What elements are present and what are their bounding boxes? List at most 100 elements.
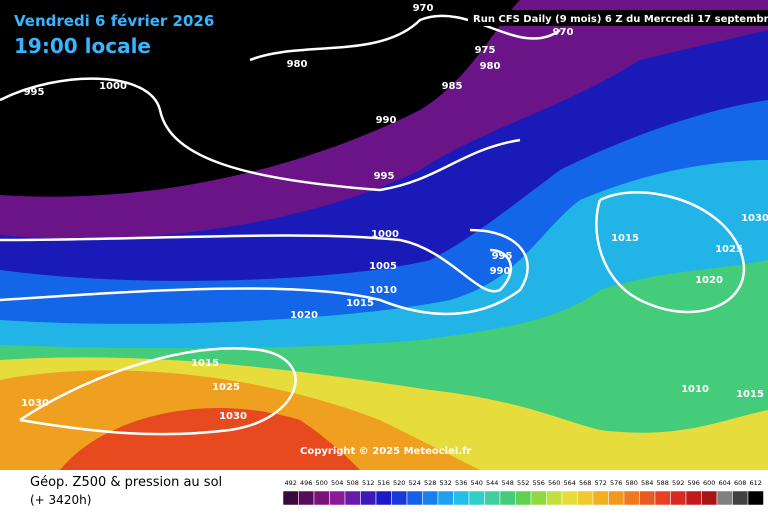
scale-swatch [422, 490, 439, 506]
scale-swatch [701, 490, 718, 506]
scale-swatch [453, 490, 470, 506]
scale-label: 496 [300, 479, 312, 487]
scale-label: 608 [734, 479, 746, 487]
scale-label: 536 [455, 479, 467, 487]
scale-swatch [608, 490, 625, 506]
scale-label: 576 [610, 479, 622, 487]
isobar-label: 1015 [736, 389, 764, 400]
scale-swatch [313, 490, 330, 506]
scale-swatch [592, 490, 609, 506]
scale-label: 592 [672, 479, 684, 487]
scale-swatch [685, 490, 702, 506]
scale-swatch [670, 490, 687, 506]
scale-swatch [639, 490, 656, 506]
scale-swatch [406, 490, 423, 506]
scale-label: 596 [688, 479, 700, 487]
scale-swatch [654, 490, 671, 506]
scale-label: 512 [362, 479, 374, 487]
scale-swatch [499, 490, 516, 506]
isobar [19, 347, 297, 436]
scale-swatch [375, 490, 392, 506]
isobar [0, 77, 521, 192]
time: 19:00 locale [14, 34, 151, 58]
scale-swatch [437, 490, 454, 506]
scale-swatch [360, 490, 377, 506]
scale-label: 556 [533, 479, 545, 487]
run-info: Run CFS Daily (9 mois) 6 Z du Mercredi 1… [473, 14, 768, 25]
isobar-label: 1010 [681, 384, 709, 395]
isobar-label: 975 [475, 45, 496, 56]
isobar-label: 1025 [715, 244, 743, 255]
scale-swatch [329, 490, 346, 506]
scale-swatch [282, 490, 299, 506]
isobar-label: 1025 [212, 382, 240, 393]
isobar-label: 1005 [369, 261, 397, 272]
isobar-label: 1020 [695, 275, 723, 286]
scale-label: 604 [719, 479, 731, 487]
scale-label: 516 [378, 479, 390, 487]
scale-label: 580 [626, 479, 638, 487]
scale-swatch [747, 490, 764, 506]
scale-swatch [546, 490, 563, 506]
scale-label: 548 [502, 479, 514, 487]
scale-swatch [577, 490, 594, 506]
isobar-label: 1010 [369, 285, 397, 296]
date: Vendredi 6 février 2026 [14, 12, 214, 30]
isobar-label: 1015 [346, 298, 374, 309]
run-box [468, 10, 768, 26]
scale-swatch [716, 490, 733, 506]
scale-swatch [561, 490, 578, 506]
scale-label: 508 [347, 479, 359, 487]
isobar [0, 228, 529, 316]
isobar-label: 1000 [371, 229, 399, 240]
isobar [595, 191, 746, 314]
scale-label: 492 [285, 479, 297, 487]
isobar-label: 1030 [21, 398, 49, 409]
copyright: Copyright © 2025 Meteociel.fr [300, 446, 471, 457]
scale-swatch [530, 490, 547, 506]
isobar-label: 985 [442, 81, 463, 92]
field-band [60, 408, 360, 470]
isobar-label: 1020 [290, 310, 318, 321]
scale-label: 552 [517, 479, 529, 487]
scale-swatch [344, 490, 361, 506]
isobar-labels: 970 970 975 980 980 1000 995 985 990 995 1000 1005 1… [21, 3, 768, 422]
footer-lead: (+ 3420h) [30, 493, 91, 507]
scale-label: 532 [440, 479, 452, 487]
scale-label: 544 [486, 479, 498, 487]
isobar-label: 1000 [99, 81, 127, 92]
isobar-label: 995 [374, 171, 395, 182]
scale-label: 600 [703, 479, 715, 487]
scale-label: 528 [424, 479, 436, 487]
scale-label: 572 [595, 479, 607, 487]
isobar-label: 1015 [191, 358, 219, 369]
isobar-label: 1030 [741, 213, 768, 224]
scale-label: 564 [564, 479, 576, 487]
scale-label: 504 [331, 479, 343, 487]
scale-swatch [515, 490, 532, 506]
scale-swatch [484, 490, 501, 506]
isobar-label: 995 [24, 87, 45, 98]
scale-swatch [298, 490, 315, 506]
isobar [249, 14, 561, 62]
scale-swatch [732, 490, 749, 506]
scale-swatch [391, 490, 408, 506]
isobar [0, 234, 512, 293]
scale-label: 560 [548, 479, 560, 487]
scale-label: 540 [471, 479, 483, 487]
isobar-label: 980 [287, 59, 308, 70]
isobar-label: 1015 [611, 233, 639, 244]
isobar-label: 970 [413, 3, 434, 14]
scale-label: 520 [393, 479, 405, 487]
isobar-label: 970 [553, 27, 574, 38]
isobar-label: 990 [490, 266, 511, 277]
scale-label: 568 [579, 479, 591, 487]
isobar-label: 1030 [219, 411, 247, 422]
scale-swatch [623, 490, 640, 506]
isobar-label: 995 [492, 251, 513, 262]
scale-label: 612 [750, 479, 762, 487]
footer-title: Géop. Z500 & pression au sol [30, 475, 222, 490]
scale-label: 584 [641, 479, 653, 487]
